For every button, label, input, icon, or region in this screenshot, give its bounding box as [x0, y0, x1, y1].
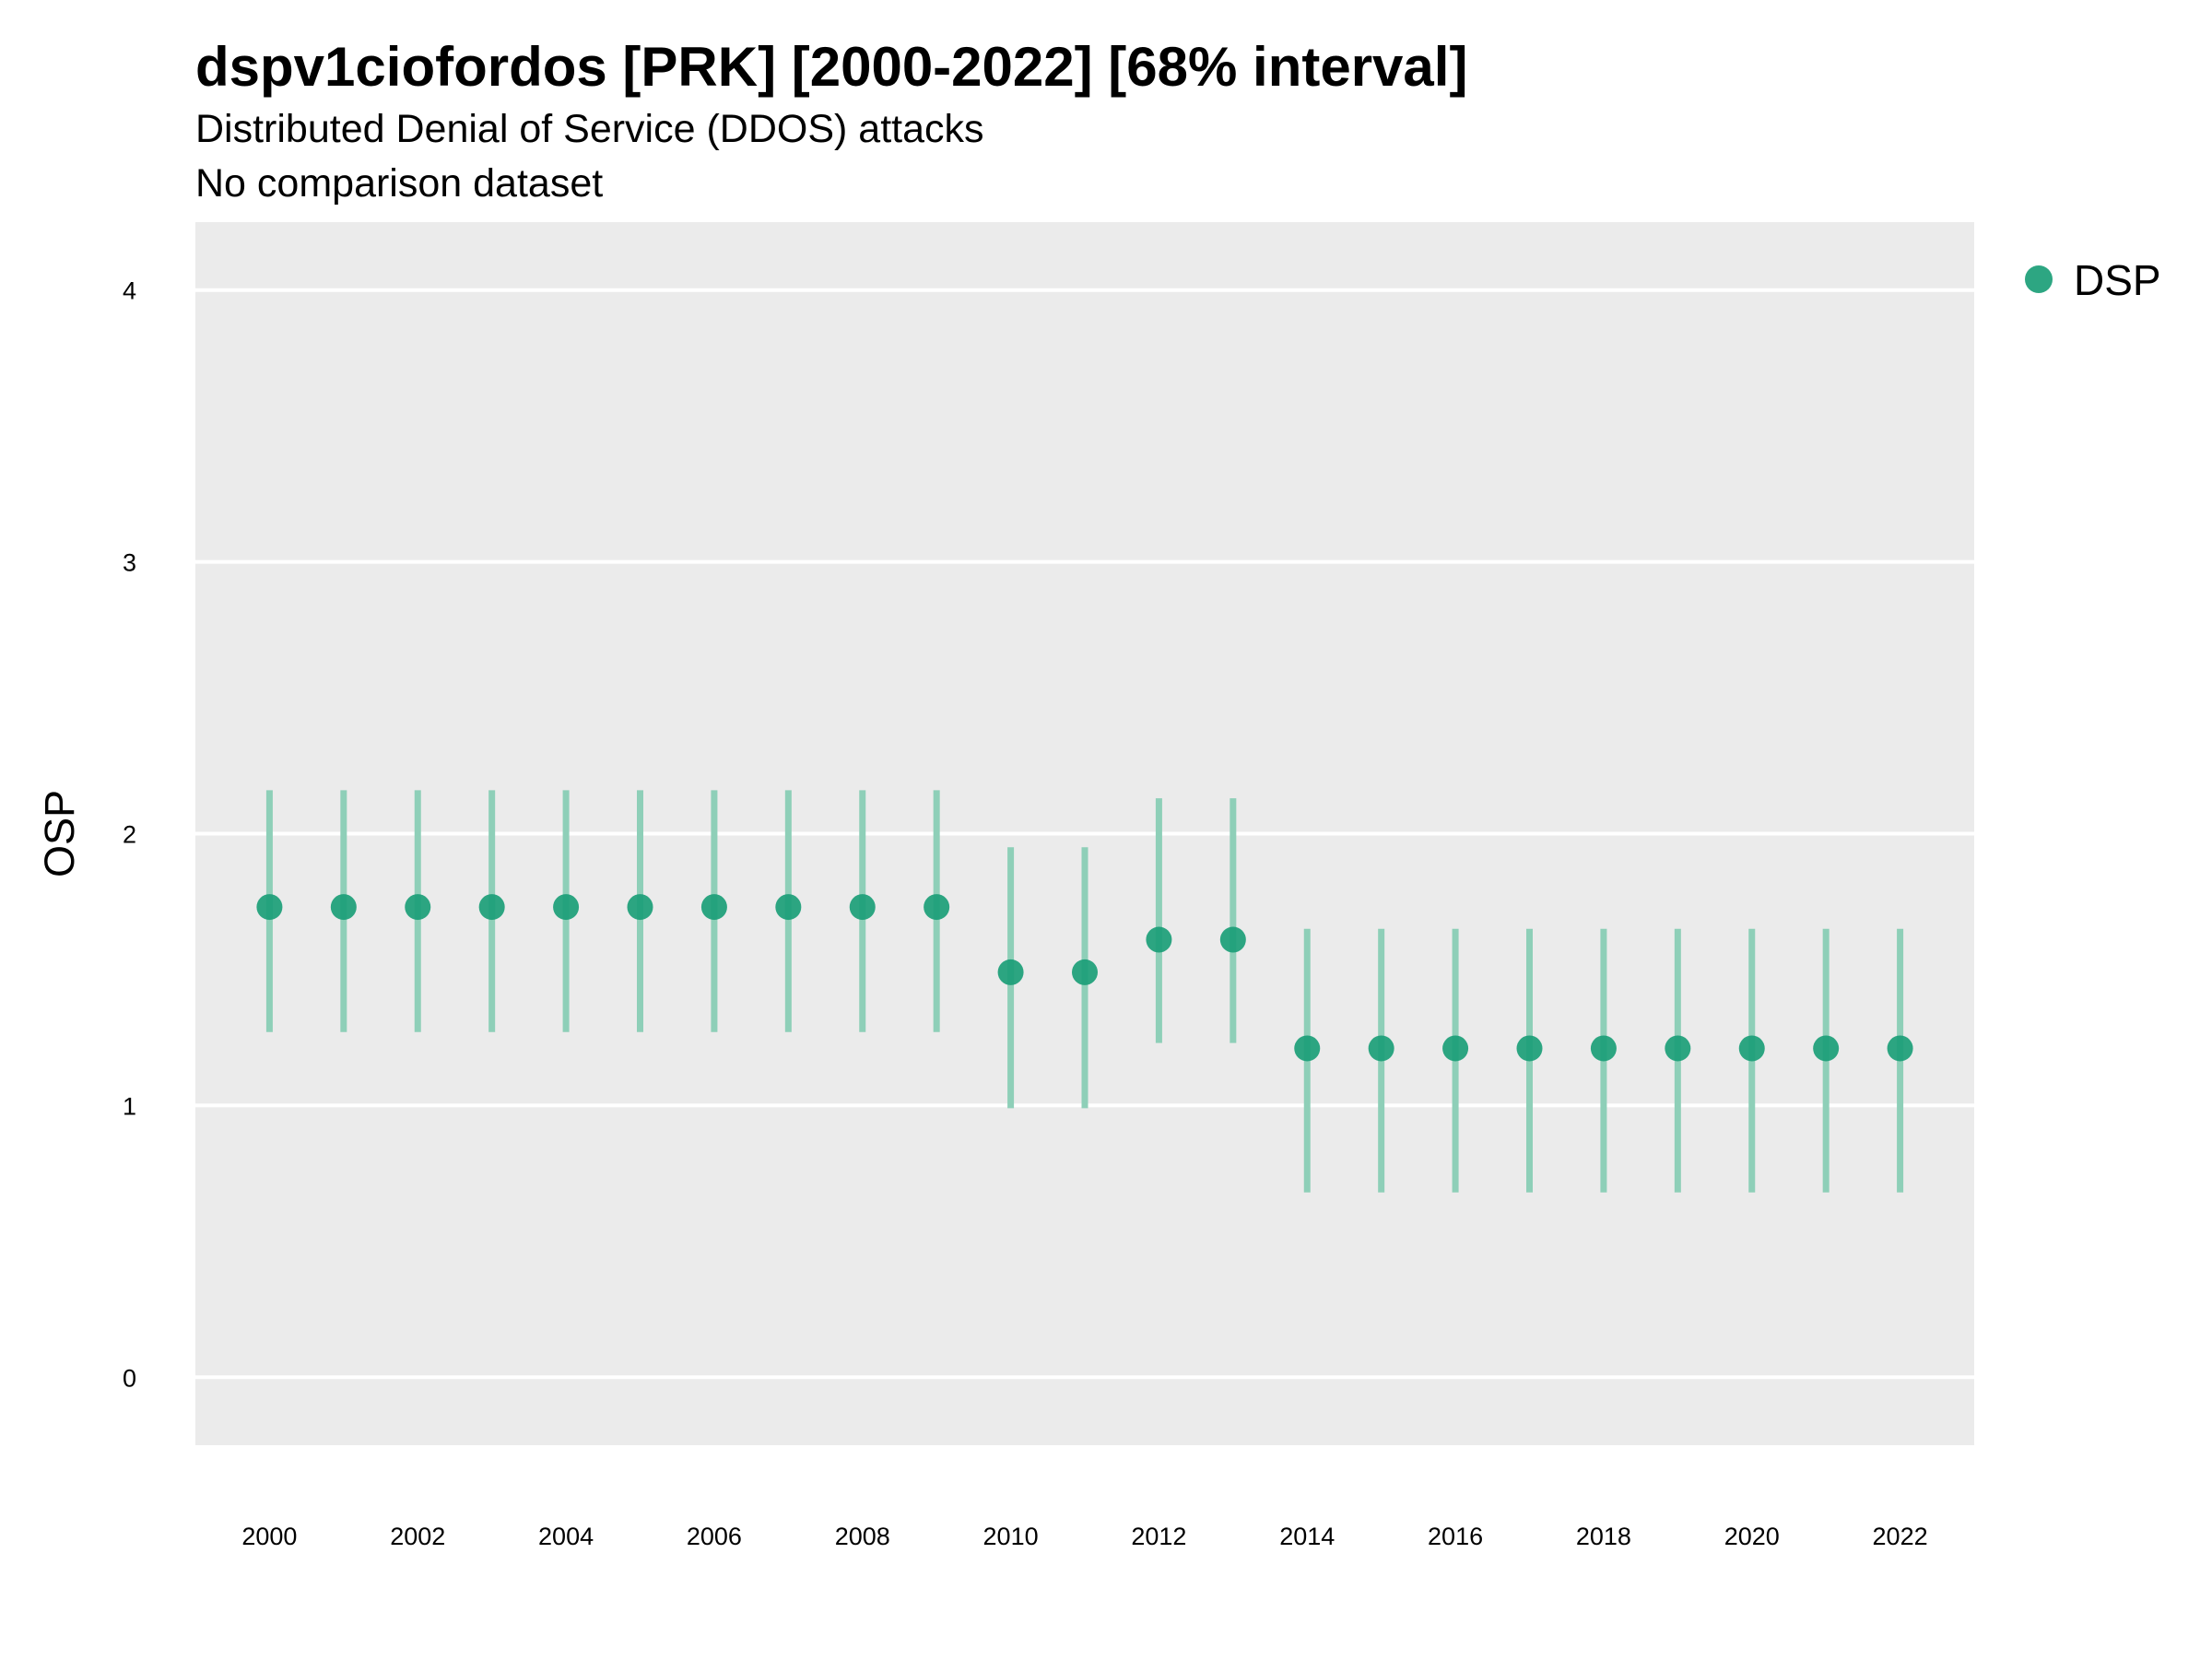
data-point-2014 [1294, 1035, 1321, 1062]
chart-subtitle-comparison: No comparison dataset [195, 161, 604, 206]
y-axis-ticks: 0 1 2 3 4 [123, 277, 136, 1393]
data-point-2022 [1887, 1035, 1913, 1062]
data-point-2002 [405, 894, 431, 921]
data-point-2009 [924, 894, 950, 921]
y-tick-label-4: 4 [123, 277, 136, 305]
data-point-2020 [1738, 1035, 1765, 1062]
y-tick-label-1: 1 [123, 1092, 136, 1120]
x-tick-label-2008: 2008 [835, 1523, 890, 1550]
legend-label-dsp: DSP [2074, 256, 2161, 304]
data-point-2006 [700, 894, 727, 921]
data-point-2008 [849, 894, 876, 921]
data-point-2015 [1368, 1035, 1394, 1062]
data-point-2005 [627, 894, 653, 921]
x-tick-label-2020: 2020 [1724, 1523, 1780, 1550]
x-tick-label-2000: 2000 [241, 1523, 297, 1550]
x-tick-label-2006: 2006 [687, 1523, 742, 1550]
data-points [256, 894, 1913, 1062]
data-point-2001 [330, 894, 357, 921]
x-tick-label-2012: 2012 [1131, 1523, 1186, 1550]
x-tick-label-2004: 2004 [538, 1523, 594, 1550]
data-point-2000 [256, 894, 283, 921]
x-tick-label-2002: 2002 [390, 1523, 445, 1550]
data-point-2018 [1590, 1035, 1617, 1062]
data-point-2017 [1516, 1035, 1543, 1062]
x-axis-ticks: 2000 2002 2004 2006 2008 2010 2012 2014 2016 2018… [241, 1523, 1927, 1550]
data-point-2011 [1072, 959, 1098, 985]
x-tick-label-2014: 2014 [1279, 1523, 1335, 1550]
legend[interactable]: DSP [2025, 256, 2161, 304]
y-tick-label-2: 2 [123, 821, 136, 849]
y-tick-label-3: 3 [123, 549, 136, 577]
x-tick-label-2022: 2022 [1873, 1523, 1928, 1550]
x-tick-label-2010: 2010 [983, 1523, 1039, 1550]
data-point-2012 [1146, 926, 1172, 953]
x-tick-label-2016: 2016 [1428, 1523, 1483, 1550]
data-point-2004 [553, 894, 580, 921]
data-point-2003 [478, 894, 505, 921]
x-tick-label-2018: 2018 [1576, 1523, 1631, 1550]
data-point-2016 [1442, 1035, 1469, 1062]
y-axis-label: OSP [36, 790, 83, 877]
y-tick-label-0: 0 [123, 1364, 136, 1392]
data-point-2013 [1219, 926, 1246, 953]
data-point-2007 [775, 894, 802, 921]
data-point-2019 [1665, 1035, 1691, 1062]
chart-subtitle: Distributed Denial of Service (DDOS) att… [195, 107, 984, 151]
legend-key-dsp [2025, 265, 2053, 293]
chart-title: dspv1ciofordos [PRK] [2000-2022] [68% in… [195, 36, 1468, 98]
data-point-2021 [1813, 1035, 1840, 1062]
data-point-2010 [997, 959, 1024, 985]
